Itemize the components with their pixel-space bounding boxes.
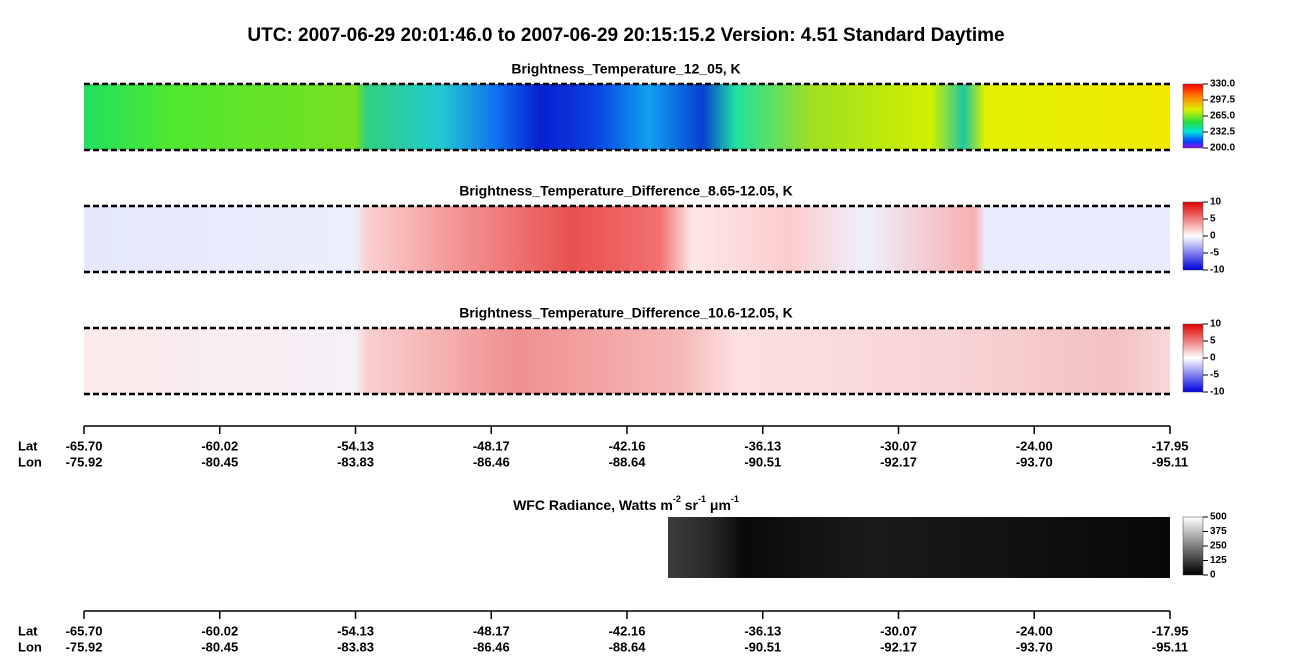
colorbar-tick-label: 232.5 <box>1210 127 1235 138</box>
colorbar-tick-label: -10 <box>1210 265 1225 276</box>
colorbar-tick-label: 5 <box>1210 336 1216 347</box>
row-label: Lon <box>18 639 42 654</box>
lat-label: -48.17 <box>473 623 510 638</box>
image-strip <box>84 206 1170 272</box>
lat-label: -42.16 <box>609 623 646 638</box>
colorbar-tick-label: 10 <box>1210 197 1222 208</box>
superscript: -2 <box>673 494 681 504</box>
colorbar-tick-label: 0 <box>1210 353 1216 364</box>
main-title: UTC: 2007-06-29 20:01:46.0 to 2007-06-29… <box>247 25 1004 46</box>
title-part: WFC Radiance, Watts m <box>513 497 673 513</box>
lat-label: -60.02 <box>201 623 238 638</box>
lon-label: -93.70 <box>1016 454 1053 469</box>
colorbar-tick-label: 5 <box>1210 214 1216 225</box>
lon-label: -83.83 <box>337 454 374 469</box>
lon-label: -80.45 <box>201 639 238 654</box>
image-strip <box>84 84 1170 150</box>
colorbar-tick-label: 125 <box>1210 555 1227 566</box>
lat-label: -17.95 <box>1152 623 1189 638</box>
superscript: -1 <box>698 494 706 504</box>
image-strip <box>84 328 1170 394</box>
colorbar <box>1182 83 1204 149</box>
lon-label: -86.46 <box>473 639 510 654</box>
lat-label: -30.07 <box>880 623 917 638</box>
panel-title: Brightness_Temperature_12_05, K <box>511 61 740 77</box>
title-part: μm <box>706 497 731 513</box>
lon-label: -92.17 <box>880 639 917 654</box>
colorbar-tick-label: 265.0 <box>1210 111 1235 122</box>
lon-label: -75.92 <box>66 454 103 469</box>
colorbar <box>1182 201 1204 271</box>
colorbar-tick-label: 375 <box>1210 526 1227 537</box>
lon-label: -75.92 <box>66 639 103 654</box>
panel-title: Brightness_Temperature_Difference_10.6-1… <box>459 305 793 321</box>
superscript: -1 <box>731 494 739 504</box>
lon-label: -88.64 <box>609 639 647 654</box>
colorbar <box>1182 516 1204 576</box>
colorbar-tick-label: 297.5 <box>1210 95 1235 106</box>
lat-label: -24.00 <box>1016 438 1053 453</box>
colorbar-tick-label: 0 <box>1210 231 1216 242</box>
colorbar-tick-label: -5 <box>1210 370 1219 381</box>
colorbar-tick-label: -5 <box>1210 248 1219 259</box>
colorbar <box>1182 323 1204 393</box>
panel-title: Brightness_Temperature_Difference_8.65-1… <box>459 183 793 199</box>
colorbar-tick-label: 500 <box>1210 512 1227 523</box>
colorbar-tick-label: 250 <box>1210 541 1227 552</box>
lat-label: -65.70 <box>66 623 103 638</box>
lat-label: -42.16 <box>609 438 646 453</box>
lat-label: -54.13 <box>337 623 374 638</box>
lat-label: -54.13 <box>337 438 374 453</box>
lon-label: -90.51 <box>744 454 781 469</box>
lon-label: -93.70 <box>1016 639 1053 654</box>
lon-label: -80.45 <box>201 454 238 469</box>
lat-label: -60.02 <box>201 438 238 453</box>
lat-label: -65.70 <box>66 438 103 453</box>
colorbar-tick-label: -10 <box>1210 387 1225 398</box>
title-part: sr <box>681 497 699 513</box>
colorbar-tick-label: 330.0 <box>1210 79 1235 90</box>
lon-label: -90.51 <box>744 639 781 654</box>
colorbar-tick-label: 200.0 <box>1210 143 1235 154</box>
colorbar-tick-label: 10 <box>1210 319 1222 330</box>
row-label: Lat <box>18 438 38 453</box>
lat-label: -36.13 <box>744 438 781 453</box>
lat-label: -36.13 <box>744 623 781 638</box>
lon-label: -92.17 <box>880 454 917 469</box>
lon-label: -83.83 <box>337 639 374 654</box>
colorbar-tick-label: 0 <box>1210 570 1216 581</box>
panel-title: WFC Radiance, Watts m-2 sr-1 μm-1 <box>513 494 739 512</box>
lat-label: -48.17 <box>473 438 510 453</box>
lat-label: -24.00 <box>1016 623 1053 638</box>
lon-label: -88.64 <box>609 454 647 469</box>
row-label: Lon <box>18 454 42 469</box>
lon-label: -86.46 <box>473 454 510 469</box>
lon-label: -95.11 <box>1152 639 1188 654</box>
lon-label: -95.11 <box>1152 454 1188 469</box>
row-label: Lat <box>18 623 38 638</box>
lat-label: -17.95 <box>1152 438 1189 453</box>
lat-label: -30.07 <box>880 438 917 453</box>
image-strip <box>668 517 1170 578</box>
